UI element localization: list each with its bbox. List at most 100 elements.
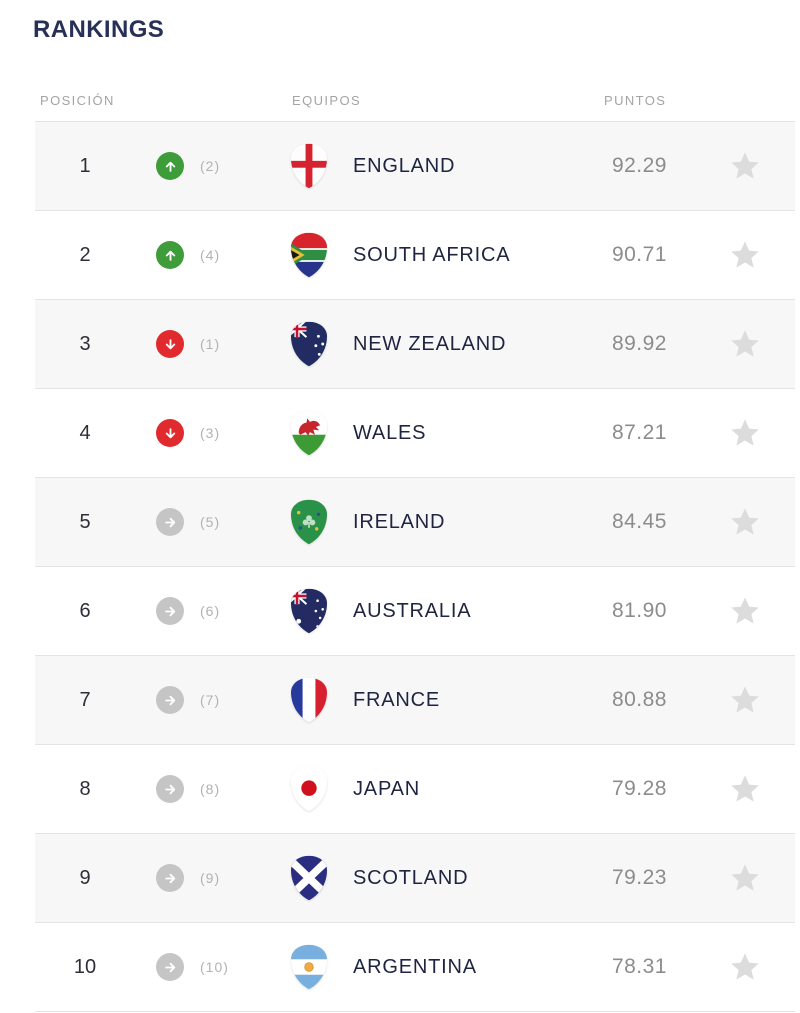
down-arrow-icon (156, 330, 184, 358)
position-value: 5 (79, 510, 91, 533)
position-value: 10 (73, 955, 97, 978)
right-arrow-icon (156, 864, 184, 892)
position-value: 1 (79, 154, 91, 177)
flag-japan-icon (287, 765, 331, 813)
position-value: 6 (79, 599, 91, 622)
position-value: 4 (79, 421, 91, 444)
star-icon[interactable] (729, 595, 761, 627)
star-icon[interactable] (729, 684, 761, 716)
team-name: NEW ZEALAND (353, 332, 507, 355)
table-row[interactable]: 5 (5) IRELAND 84.45 (35, 478, 795, 567)
table-row[interactable]: 7 (7) FRANCE 80.88 (35, 656, 795, 745)
flag-wales-icon (287, 409, 331, 457)
rankings-table-body: 1 (2) ENGLAND 92.29 2 (35, 121, 795, 1012)
favorite-cell (695, 417, 795, 449)
table-row[interactable]: 3 (1) NEW ZEALAND 89.92 (35, 300, 795, 389)
points-value: 80.88 (611, 688, 667, 711)
flag-france-icon (287, 676, 331, 724)
star-icon[interactable] (729, 506, 761, 538)
team-name: FRANCE (353, 688, 441, 711)
right-arrow-icon (156, 953, 184, 981)
previous-position: (9) (200, 870, 221, 886)
page-title: RANKINGS (33, 16, 165, 43)
table-row[interactable]: 10 (10) ARGENTINA 78.31 (35, 923, 795, 1012)
previous-position: (5) (200, 514, 221, 530)
up-arrow-icon (156, 152, 184, 180)
favorite-cell (695, 506, 795, 538)
points-value: 87.21 (611, 421, 667, 444)
team-name: ENGLAND (353, 154, 456, 177)
table-row[interactable]: 1 (2) ENGLAND 92.29 (35, 122, 795, 211)
movement-cell: (8) (135, 775, 280, 803)
previous-position: (4) (200, 247, 221, 263)
movement-cell: (4) (135, 241, 280, 269)
points-value: 92.29 (611, 154, 667, 177)
favorite-cell (695, 684, 795, 716)
flag-ireland-icon (287, 498, 331, 546)
column-header-position: POSICIÓN (40, 93, 115, 108)
movement-cell: (3) (135, 419, 280, 447)
points-value: 84.45 (611, 510, 667, 533)
table-row[interactable]: 4 (3) WALES 87.21 (35, 389, 795, 478)
star-icon[interactable] (729, 773, 761, 805)
up-arrow-icon (156, 241, 184, 269)
movement-cell: (2) (135, 152, 280, 180)
favorite-cell (695, 239, 795, 271)
movement-cell: (6) (135, 597, 280, 625)
flag-new-zealand-icon (287, 320, 331, 368)
points-value: 79.28 (611, 777, 667, 800)
team-name: SOUTH AFRICA (353, 243, 511, 266)
rankings-table: POSICIÓN EQUIPOS PUNTOS 1 (2) ENGLAND 92… (35, 84, 795, 1012)
column-header-points: PUNTOS (604, 93, 667, 108)
flag-south-africa-icon (287, 231, 331, 279)
previous-position: (6) (200, 603, 221, 619)
table-row[interactable]: 9 (9) SCOTLAND 79.23 (35, 834, 795, 923)
team-name: JAPAN (353, 777, 420, 800)
previous-position: (10) (200, 959, 229, 975)
points-value: 81.90 (611, 599, 667, 622)
position-value: 9 (79, 866, 91, 889)
star-icon[interactable] (729, 951, 761, 983)
star-icon[interactable] (729, 417, 761, 449)
table-row[interactable]: 6 (6) AUSTRALIA 81.90 (35, 567, 795, 656)
flag-australia-icon (287, 587, 331, 635)
flag-scotland-icon (287, 854, 331, 902)
movement-cell: (7) (135, 686, 280, 714)
down-arrow-icon (156, 419, 184, 447)
table-row[interactable]: 8 (8) JAPAN 79.28 (35, 745, 795, 834)
team-name: IRELAND (353, 510, 446, 533)
movement-cell: (10) (135, 953, 280, 981)
points-value: 79.23 (611, 866, 667, 889)
favorite-cell (695, 150, 795, 182)
movement-cell: (5) (135, 508, 280, 536)
previous-position: (3) (200, 425, 221, 441)
team-name: ARGENTINA (353, 955, 477, 978)
star-icon[interactable] (729, 239, 761, 271)
movement-cell: (9) (135, 864, 280, 892)
right-arrow-icon (156, 775, 184, 803)
favorite-cell (695, 862, 795, 894)
column-header-team: EQUIPOS (292, 93, 362, 108)
table-row[interactable]: 2 (4) SOUTH AFRICA 90.71 (35, 211, 795, 300)
movement-cell: (1) (135, 330, 280, 358)
star-icon[interactable] (729, 862, 761, 894)
points-value: 89.92 (611, 332, 667, 355)
team-name: AUSTRALIA (353, 599, 472, 622)
flag-argentina-icon (287, 943, 331, 991)
previous-position: (2) (200, 158, 221, 174)
favorite-cell (695, 951, 795, 983)
position-value: 7 (79, 688, 91, 711)
favorite-cell (695, 773, 795, 805)
table-header-row: POSICIÓN EQUIPOS PUNTOS (35, 84, 795, 121)
previous-position: (1) (200, 336, 221, 352)
flag-england-icon (287, 142, 331, 190)
star-icon[interactable] (729, 328, 761, 360)
team-name: SCOTLAND (353, 866, 469, 889)
position-value: 3 (79, 332, 91, 355)
position-value: 2 (79, 243, 91, 266)
right-arrow-icon (156, 508, 184, 536)
points-value: 78.31 (611, 955, 667, 978)
position-value: 8 (79, 777, 91, 800)
star-icon[interactable] (729, 150, 761, 182)
points-value: 90.71 (611, 243, 667, 266)
